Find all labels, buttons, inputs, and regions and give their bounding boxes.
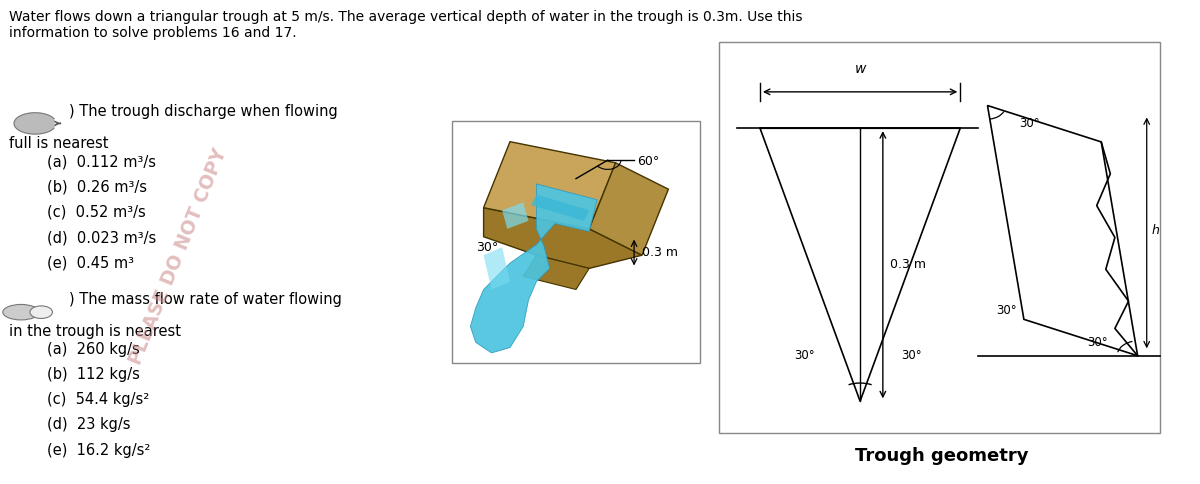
Text: ) The mass flow rate of water flowing: ) The mass flow rate of water flowing — [70, 292, 342, 307]
Text: h: h — [1151, 224, 1159, 237]
Text: (c)  0.52 m³/s: (c) 0.52 m³/s — [47, 205, 145, 220]
Text: (a)  0.112 m³/s: (a) 0.112 m³/s — [47, 155, 156, 169]
Polygon shape — [470, 184, 598, 353]
Text: 30°: 30° — [901, 349, 922, 362]
Text: PLEASE DO NOT COPY: PLEASE DO NOT COPY — [126, 146, 230, 367]
Text: 30°: 30° — [996, 304, 1018, 317]
Polygon shape — [523, 255, 589, 289]
Polygon shape — [484, 142, 616, 229]
Ellipse shape — [30, 306, 53, 318]
Polygon shape — [532, 195, 589, 221]
Text: 30°: 30° — [475, 241, 498, 254]
Text: (d)  23 kg/s: (d) 23 kg/s — [47, 418, 131, 432]
Text: w: w — [854, 62, 865, 76]
Text: (a)  260 kg/s: (a) 260 kg/s — [47, 342, 139, 357]
Polygon shape — [14, 113, 54, 134]
Text: (e)  16.2 kg/s²: (e) 16.2 kg/s² — [47, 443, 150, 457]
Text: (b)  0.26 m³/s: (b) 0.26 m³/s — [47, 180, 146, 195]
Text: (d)  0.023 m³/s: (d) 0.023 m³/s — [47, 230, 156, 245]
Text: 0.3 m: 0.3 m — [889, 258, 925, 271]
Polygon shape — [589, 163, 668, 255]
Text: 30°: 30° — [794, 349, 815, 362]
Ellipse shape — [2, 304, 40, 320]
Text: ) The trough discharge when flowing: ) The trough discharge when flowing — [70, 104, 338, 119]
Bar — [719, 42, 1160, 433]
Text: Water flows down a triangular trough at 5 m/s. The average vertical depth of wat: Water flows down a triangular trough at … — [10, 10, 803, 40]
Text: 30°: 30° — [1019, 117, 1040, 130]
Text: in the trough is nearest: in the trough is nearest — [10, 324, 181, 339]
Polygon shape — [484, 247, 510, 289]
Text: (b)  112 kg/s: (b) 112 kg/s — [47, 367, 139, 382]
Text: 0.3 m: 0.3 m — [642, 246, 678, 259]
Text: Trough geometry: Trough geometry — [856, 447, 1028, 465]
Text: 60°: 60° — [637, 155, 659, 168]
Text: 30°: 30° — [1087, 335, 1109, 348]
Polygon shape — [502, 202, 528, 229]
Text: (c)  54.4 kg/s²: (c) 54.4 kg/s² — [47, 393, 149, 407]
Text: (e)  0.45 m³: (e) 0.45 m³ — [47, 256, 134, 270]
Polygon shape — [484, 208, 642, 269]
Text: full is nearest: full is nearest — [10, 136, 109, 151]
